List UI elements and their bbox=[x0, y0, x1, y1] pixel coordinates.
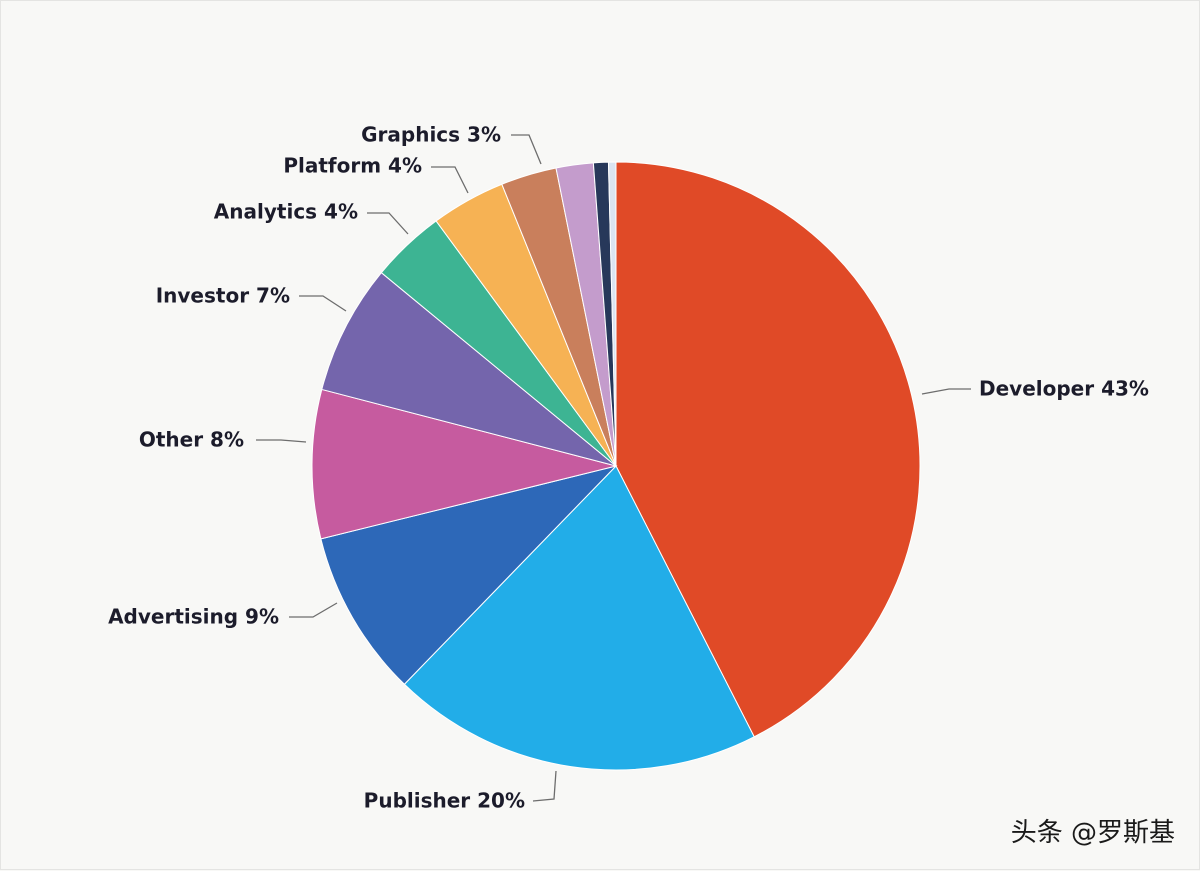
slice-label-graphics: Graphics 3% bbox=[361, 123, 501, 147]
leader-line-advertising bbox=[289, 602, 338, 618]
slice-label-publisher: Publisher 20% bbox=[364, 789, 525, 813]
leader-line-analytics bbox=[367, 212, 409, 235]
leader-line-developer bbox=[921, 388, 971, 395]
slice-label-other: Other 8% bbox=[139, 428, 244, 452]
pie-slice-other bbox=[311, 388, 617, 540]
leader-lines bbox=[256, 134, 971, 802]
pie-slice-developer bbox=[615, 161, 921, 738]
slice-labels: Developer 43% Publisher 20% Advertising 9%… bbox=[108, 123, 1149, 813]
leader-line-platform bbox=[431, 166, 469, 194]
pie-slices bbox=[311, 161, 921, 771]
slice-label-investor: Investor 7% bbox=[156, 284, 290, 308]
pie-slice-unlabeled-10 bbox=[607, 161, 617, 467]
leader-line-graphics bbox=[511, 134, 542, 165]
slice-label-developer: Developer 43% bbox=[979, 377, 1149, 401]
pie-slice-publisher bbox=[403, 465, 755, 771]
watermark: 头条 @罗斯基 bbox=[1010, 818, 1175, 848]
slice-label-advertising: Advertising 9% bbox=[108, 605, 279, 629]
slice-label-analytics: Analytics 4% bbox=[214, 200, 358, 224]
pie-slice-investor bbox=[321, 271, 617, 467]
slice-label-platform: Platform 4% bbox=[283, 154, 422, 178]
leader-line-publisher bbox=[532, 770, 557, 802]
pie-slice-advertising bbox=[320, 465, 618, 685]
leader-line-other bbox=[256, 439, 307, 443]
leader-line-investor bbox=[299, 295, 347, 312]
